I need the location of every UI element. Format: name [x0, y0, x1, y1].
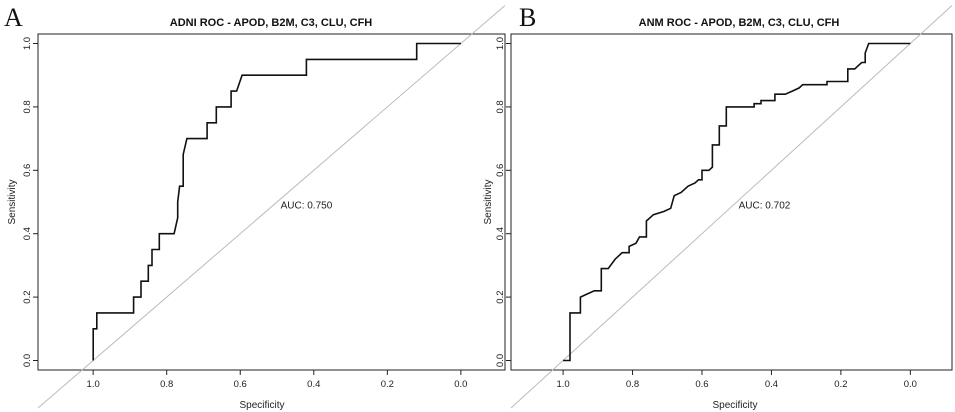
panel-a-x-ticks: 1.0 0.8 0.6 0.4 0.2 0.0 [87, 370, 467, 390]
panel-a-y-tick-label: 0.0 [22, 354, 33, 367]
panel-a-y-tick-label: 0.4 [22, 227, 33, 240]
panel-b: B ANM ROC - APOD, B2M, C3, CLU, CFH 0.00… [483, 3, 953, 411]
panel-b-title: ANM ROC - APOD, B2M, C3, CLU, CFH [639, 17, 840, 29]
panel-b-y-axis-title: Sensitivity [483, 179, 494, 224]
panel-b-x-tick-label: 1.0 [556, 379, 569, 390]
panel-a-x-axis-title: Specificity [239, 400, 284, 411]
panel-b-roc-curve [563, 42, 911, 362]
panel-b-x-tick-label: 0.4 [765, 379, 778, 390]
panel-a-y-tick-label: 1.0 [22, 37, 33, 50]
panel-a-y-tick-label: 0.2 [22, 290, 33, 303]
panel-b-y-tick-label: 0.4 [495, 227, 506, 240]
panel-a: A ADNI ROC - APOD, B2M, C3, CLU, CFH 0.0… [4, 3, 506, 411]
panel-a-y-axis-title: Sensitivity [7, 179, 18, 224]
panel-a-x-tick-label: 0.8 [160, 379, 173, 390]
panel-a-auc-label: AUC: 0.750 [281, 200, 333, 211]
panel-a-letter: A [4, 3, 23, 32]
panel-a-y-tick-label: 0.6 [22, 164, 33, 177]
panel-a-y-ticks: 0.0 0.2 0.4 0.6 0.8 1.0 [22, 37, 38, 367]
panel-a-diagonal [37, 5, 506, 409]
panel-a-x-tick-label: 0.6 [234, 379, 247, 390]
panel-a-y-tick-label: 0.8 [22, 100, 33, 113]
panel-a-roc-curve [92, 42, 461, 361]
panel-b-plot-frame [510, 33, 953, 371]
panel-b-y-tick-label: 0.6 [495, 164, 506, 177]
panel-b-y-tick-label: 0.0 [495, 354, 506, 367]
panel-b-x-ticks: 1.0 0.8 0.6 0.4 0.2 0.0 [556, 370, 917, 390]
panel-b-y-tick-label: 0.8 [495, 100, 506, 113]
panel-b-y-ticks: 0.0 0.2 0.4 0.6 0.8 1.0 [495, 37, 511, 367]
panel-b-x-tick-label: 0.0 [904, 379, 917, 390]
panel-a-x-tick-label: 0.2 [381, 379, 394, 390]
panel-b-x-tick-label: 0.8 [626, 379, 639, 390]
panel-b-diagonal [510, 5, 953, 409]
panel-a-x-tick-label: 0.4 [307, 379, 320, 390]
panel-b-letter: B [519, 3, 536, 32]
panel-b-x-axis-title: Specificity [712, 400, 757, 411]
panel-b-y-tick-label: 0.2 [495, 290, 506, 303]
panel-b-x-tick-label: 0.2 [834, 379, 847, 390]
panel-b-y-tick-label: 1.0 [495, 37, 506, 50]
panel-b-x-tick-label: 0.6 [695, 379, 708, 390]
panel-a-x-tick-label: 0.0 [454, 379, 467, 390]
panel-a-x-tick-label: 1.0 [87, 379, 100, 390]
panel-a-plot-frame [37, 33, 506, 371]
panel-a-title: ADNI ROC - APOD, B2M, C3, CLU, CFH [170, 17, 373, 29]
panel-b-auc-label: AUC: 0.702 [739, 200, 791, 211]
